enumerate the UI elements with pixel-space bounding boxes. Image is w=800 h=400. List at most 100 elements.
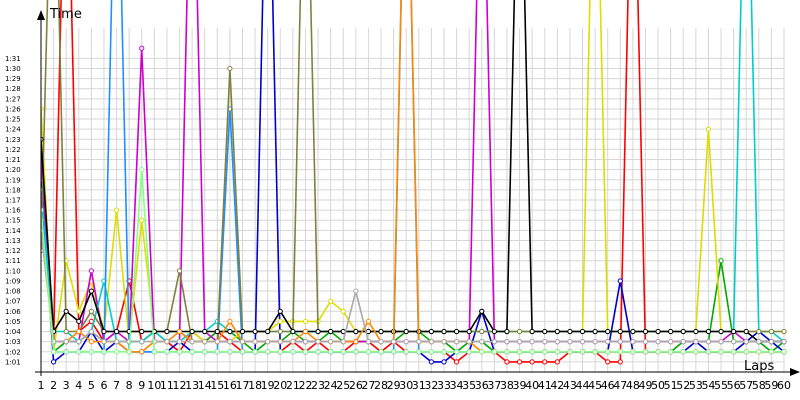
series-12-point (164, 349, 170, 355)
x-tick-label: 46 (601, 379, 615, 392)
series-12-point (693, 349, 699, 355)
series-9-point (743, 328, 749, 335)
series-5-point (139, 45, 145, 51)
x-tick-label: 42 (550, 379, 564, 392)
series-9-point (592, 328, 598, 335)
series-12-point (504, 349, 510, 355)
y-tick-label: 1:27 (5, 95, 21, 103)
x-tick-label: 18 (248, 379, 262, 392)
y-tick-label: 1:16 (5, 207, 21, 215)
series-10-point (365, 318, 372, 325)
y-tick-label: 1:01 (5, 358, 21, 366)
series-1-point (453, 359, 460, 365)
series-11-point (403, 339, 409, 345)
series-8-point (781, 328, 787, 335)
series-12-point (202, 349, 208, 355)
series-8-point (479, 328, 485, 335)
x-tick-label: 10 (147, 379, 161, 392)
x-tick-label: 54 (701, 379, 715, 392)
series-12-point (718, 349, 724, 355)
series-4-point (139, 217, 145, 223)
series-12-point (403, 349, 409, 355)
x-tick-label: 57 (739, 379, 753, 392)
y-tick-label: 1:21 (5, 156, 21, 164)
series-9-point (453, 328, 460, 335)
series-12-point (554, 349, 560, 355)
axes (35, 10, 800, 376)
y-tick-label: 1:24 (5, 126, 21, 134)
y-tick-label: 1:12 (5, 247, 21, 255)
series-11-point (567, 339, 573, 345)
series-9-point (214, 328, 220, 335)
series-11-point (731, 339, 737, 345)
series-10-point (88, 339, 94, 345)
y-tick-label: 1:03 (5, 338, 21, 346)
x-tick-label: 27 (361, 379, 375, 392)
y-axis-arrow (37, 10, 45, 20)
y-tick-label: 1:18 (5, 186, 21, 194)
series-11-point (328, 339, 334, 345)
series-11-point (693, 339, 699, 345)
series-9-point (491, 328, 497, 335)
series-8-point (516, 328, 523, 335)
series-1-point (617, 359, 623, 365)
series-8-point (768, 328, 775, 335)
series-11-point (113, 339, 120, 345)
series-1-point (554, 359, 560, 365)
series-9-point (227, 328, 233, 335)
series-12-point (756, 349, 762, 355)
x-tick-label: 21 (286, 379, 300, 392)
y-tick-label: 1:10 (5, 267, 21, 275)
series-9-point (705, 328, 712, 335)
series-12-point (441, 349, 447, 355)
y-tick-label: 1:13 (5, 237, 21, 245)
series-12-point (101, 349, 107, 355)
series-11-point (718, 339, 724, 345)
series-11-point (239, 339, 246, 345)
series-9-point (290, 328, 296, 335)
series-12-point (630, 349, 636, 355)
series-9-point (554, 328, 560, 335)
series-12-point (731, 349, 737, 355)
x-tick-label: 44 (576, 379, 590, 392)
series-10-point (176, 328, 183, 335)
y-tick-label: 1:28 (5, 85, 21, 93)
series-11-point (592, 339, 598, 345)
series-11-point (214, 339, 220, 345)
series-9-point (277, 308, 283, 314)
x-tick-label: 19 (261, 379, 275, 392)
series-8-point (756, 328, 762, 335)
series-9-point (328, 328, 334, 335)
series-12-point (265, 349, 271, 355)
y-tick-label: 1:06 (5, 308, 21, 316)
x-tick-label: 37 (487, 379, 501, 392)
x-tick-label: 3 (63, 379, 70, 392)
series-11-point (466, 339, 472, 345)
x-axis-title: Laps (744, 359, 774, 374)
series-11-point (680, 339, 686, 345)
x-tick-label: 14 (198, 379, 212, 392)
series-11-point (441, 339, 447, 345)
series-4-point (76, 308, 82, 314)
series-12-point (705, 349, 712, 355)
series-12-point (529, 349, 535, 355)
series-11-point (705, 339, 712, 345)
series-9-point (579, 328, 586, 335)
x-tick-label: 60 (777, 379, 791, 392)
series-11-point (781, 339, 787, 345)
series-11-point (139, 339, 145, 345)
x-tick-label: 29 (387, 379, 401, 392)
x-tick-label: 31 (412, 379, 426, 392)
y-tick-label: 1:09 (5, 277, 21, 285)
series-12-point (768, 349, 775, 355)
series-11-point (365, 339, 372, 345)
x-tick-label: 41 (538, 379, 552, 392)
x-tick-label: 51 (664, 379, 678, 392)
y-tick-label: 1:17 (5, 197, 21, 205)
series-12-point (126, 349, 132, 355)
series-3-point (441, 359, 447, 365)
y-tick-label: 1:31 (5, 55, 21, 63)
series-9-point (403, 328, 409, 335)
x-tick-label: 23 (311, 379, 325, 392)
